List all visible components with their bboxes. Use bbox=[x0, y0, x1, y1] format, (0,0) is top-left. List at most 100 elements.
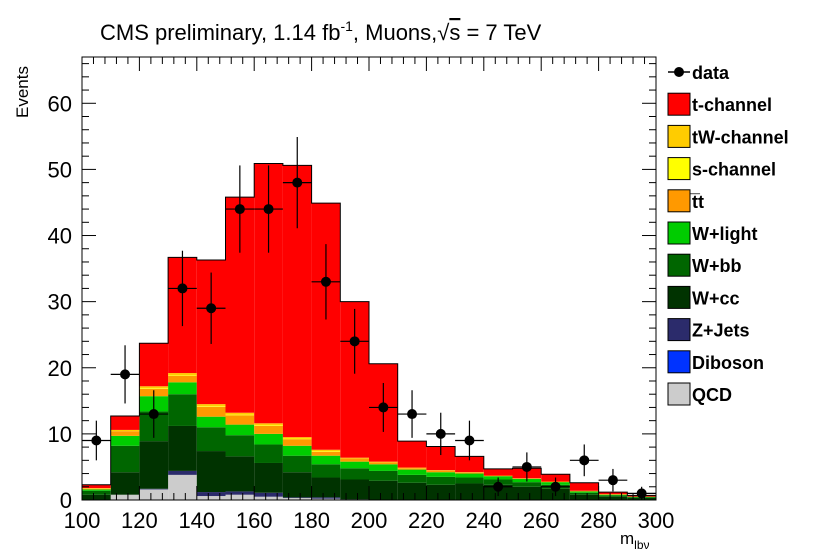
bar-qcd-bin-1 bbox=[110, 494, 140, 500]
legend-label-z-jets: Z+Jets bbox=[692, 321, 750, 341]
bar-tw-channel-bin-8 bbox=[311, 449, 341, 452]
data-point-12 bbox=[426, 412, 456, 456]
bar-t-channel-bin-11 bbox=[397, 441, 427, 468]
bar-w-bb-bin-10 bbox=[369, 470, 398, 481]
data-point-9 bbox=[340, 308, 369, 374]
bar-w-cc-bin-0 bbox=[82, 494, 111, 500]
bar-w-light-bin-10 bbox=[369, 464, 398, 471]
bar-t-t-bin-17 bbox=[569, 490, 599, 492]
bar-w-bb-bin-13 bbox=[455, 477, 484, 484]
bar-tw-channel-bin-0 bbox=[82, 488, 111, 489]
bar-tw-channel-bin-12 bbox=[426, 470, 456, 471]
y-tick-label-50: 50 bbox=[48, 157, 72, 182]
x-tick-label-100: 100 bbox=[64, 508, 101, 533]
legend-swatch-tw-channel bbox=[667, 124, 691, 148]
bar-w-cc-bin-9 bbox=[340, 479, 369, 500]
x-tick-label-200: 200 bbox=[351, 508, 388, 533]
data-point-19 bbox=[627, 486, 656, 500]
y-tick-label-10: 10 bbox=[48, 422, 72, 447]
bar-t-t-bin-5 bbox=[225, 415, 255, 425]
bar-w-cc-bin-2 bbox=[139, 441, 169, 489]
bar-s-channel-bin-2 bbox=[139, 388, 169, 389]
bar-t-channel-bin-0 bbox=[82, 484, 111, 489]
bar-s-channel-bin-4 bbox=[196, 406, 226, 407]
data-marker-1 bbox=[120, 369, 131, 380]
bar-w-cc-bin-8 bbox=[311, 477, 341, 498]
data-marker-18 bbox=[607, 475, 618, 486]
data-point-10 bbox=[369, 382, 398, 432]
legend-label-t-t: t̅t bbox=[689, 192, 704, 212]
legend-label-qcd: QCD bbox=[692, 385, 732, 405]
bar-w-light-bin-5 bbox=[225, 424, 255, 436]
legend-swatch-t-t bbox=[667, 189, 691, 213]
bar-w-light-bin-8 bbox=[311, 455, 341, 465]
bar-w-bb-bin-15 bbox=[512, 482, 542, 487]
bar-w-light-bin-11 bbox=[397, 469, 427, 475]
bar-qcd-bin-2 bbox=[139, 489, 169, 500]
bar-w-light-bin-4 bbox=[196, 416, 226, 428]
bar-t-channel-bin-17 bbox=[569, 482, 599, 491]
bar-w-cc-bin-3 bbox=[168, 425, 197, 471]
bar-t-channel-bin-14 bbox=[483, 468, 513, 476]
bar-w-cc-bin-6 bbox=[254, 462, 283, 493]
bar-w-bb-bin-11 bbox=[397, 474, 427, 483]
title-energy: = 7 TeV bbox=[460, 20, 541, 45]
legend-swatch-s-channel bbox=[667, 157, 691, 181]
data-marker-9 bbox=[349, 336, 360, 347]
data-point-8 bbox=[311, 244, 341, 320]
legend-item-tw-channel: tW-channel bbox=[667, 124, 789, 148]
series-s-channel bbox=[139, 375, 341, 452]
axes: 100 120 140 160 180 200 220 240 260 280 300 0 10 20 30… bbox=[48, 56, 674, 533]
bar-z-jets-bin-8 bbox=[311, 497, 341, 499]
bar-z-jets-bin-4 bbox=[196, 492, 226, 497]
x-tick-label-160: 160 bbox=[236, 508, 273, 533]
bar-t-t-bin-0 bbox=[82, 488, 111, 490]
data-marker-3 bbox=[177, 283, 188, 294]
legend-swatch-z-jets bbox=[667, 318, 691, 342]
x-axis-title-sub: lbν bbox=[634, 538, 649, 552]
bar-w-bb-bin-0 bbox=[82, 490, 111, 495]
bar-w-light-bin-9 bbox=[340, 461, 369, 469]
bar-z-jets-bin-3 bbox=[168, 470, 197, 475]
legend-swatch-w-light bbox=[667, 221, 691, 245]
title-main: CMS preliminary, 1.14 fb bbox=[100, 20, 340, 45]
bar-w-cc-bin-13 bbox=[455, 483, 484, 500]
bar-w-bb-bin-3 bbox=[168, 394, 197, 426]
data-marker-16 bbox=[550, 481, 561, 492]
bar-w-cc-bin-12 bbox=[426, 484, 456, 500]
data-marker-14 bbox=[493, 481, 504, 492]
bar-tw-channel-bin-2 bbox=[139, 386, 169, 389]
bar-qcd-bin-3 bbox=[168, 474, 197, 500]
y-tick-label-40: 40 bbox=[48, 224, 72, 249]
stack-outline bbox=[81, 162, 657, 500]
bar-s-channel-bin-8 bbox=[311, 451, 341, 452]
bar-t-channel-bin-13 bbox=[455, 456, 484, 473]
data-point-14 bbox=[483, 477, 513, 497]
title-lumi-superscript: -1 bbox=[340, 18, 353, 34]
legend-label-data: data bbox=[692, 63, 730, 83]
y-axis-title: Events bbox=[13, 66, 32, 118]
bar-w-bb-bin-8 bbox=[311, 464, 341, 478]
legend-label-diboson: Diboson bbox=[692, 353, 764, 373]
data-point-11 bbox=[397, 390, 427, 438]
bar-tw-channel-bin-7 bbox=[282, 437, 312, 439]
bar-qcd-bin-8 bbox=[311, 498, 341, 500]
data-point-0 bbox=[82, 420, 111, 461]
bar-w-cc-bin-18 bbox=[598, 496, 628, 500]
data-point-3 bbox=[168, 250, 197, 327]
bar-w-cc-bin-1 bbox=[110, 472, 140, 495]
data-point-1 bbox=[110, 345, 140, 404]
legend-item-diboson: Diboson bbox=[667, 350, 764, 374]
bar-z-jets-bin-7 bbox=[282, 497, 312, 499]
bar-t-t-bin-18 bbox=[598, 494, 628, 495]
data-point-4 bbox=[196, 272, 226, 344]
data-marker-10 bbox=[378, 402, 389, 413]
bar-z-jets-bin-5 bbox=[225, 491, 255, 495]
y-tick-label-0: 0 bbox=[60, 488, 72, 513]
bar-s-channel-bin-7 bbox=[282, 438, 312, 440]
bar-t-t-bin-10 bbox=[369, 462, 398, 465]
bar-w-bb-bin-17 bbox=[569, 492, 599, 495]
legend-swatch-w-bb bbox=[667, 253, 691, 277]
bar-w-cc-bin-7 bbox=[282, 472, 312, 498]
